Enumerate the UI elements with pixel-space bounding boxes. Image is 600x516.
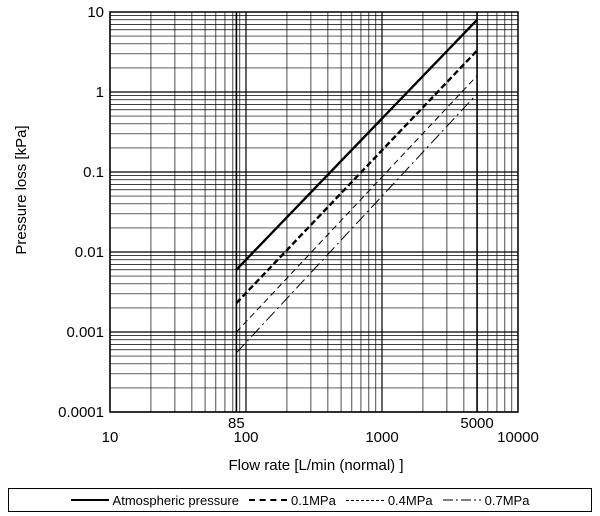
y-tick-label: 10	[87, 4, 104, 21]
legend-swatch-solid	[70, 499, 109, 501]
x-annotation-label: 85	[228, 415, 245, 432]
legend-item-0-7mpa: 0.7MPa	[442, 492, 530, 508]
pressure-loss-chart: 10 100 1000 10000 10 1 0.1 0.01 0.001 0.0001 85 500…	[13, 4, 539, 474]
y-axis-label: Pressure loss [kPa]	[13, 125, 30, 254]
grid	[109, 12, 518, 413]
series-lines	[235, 18, 478, 354]
legend-label: 0.1MPa	[291, 492, 336, 508]
legend: Atmospheric pressure 0.1MPa 0.4MPa 0.7MP…	[8, 488, 592, 512]
legend-item-atmospheric: Atmospheric pressure	[70, 492, 239, 508]
series-line	[235, 18, 478, 271]
legend-label: 0.7MPa	[484, 492, 530, 508]
x-tick-label: 10	[102, 429, 119, 446]
y-tick-label: 0.0001	[58, 404, 104, 421]
y-tick-label: 0.001	[66, 324, 104, 341]
plot-frame	[109, 11, 519, 413]
x-tick-label: 10000	[497, 429, 539, 446]
legend-label: Atmospheric pressure	[112, 492, 239, 508]
x-annotation-label: 5000	[460, 415, 493, 432]
series-line	[236, 93, 478, 354]
x-axis-label: Flow rate [L/min (normal) ]	[228, 457, 403, 474]
x-tick-label: 1000	[365, 429, 398, 446]
legend-swatch-dashed-bold	[249, 499, 287, 501]
y-tick-label: 1	[96, 84, 104, 101]
legend-item-0-4mpa: 0.4MPa	[345, 492, 433, 508]
legend-label: 0.4MPa	[387, 492, 433, 508]
x-tick-label: 100	[233, 429, 258, 446]
y-tick-label: 0.1	[83, 164, 104, 181]
y-tick-label: 0.01	[75, 244, 104, 261]
legend-swatch-dash-dot	[442, 499, 481, 501]
legend-swatch-dashed-thin	[345, 499, 384, 501]
legend-item-0-1mpa: 0.1MPa	[249, 493, 336, 508]
series-line	[236, 75, 478, 333]
tick-labels: 10 100 1000 10000 10 1 0.1 0.01 0.001 0.0001 85 500…	[58, 4, 539, 446]
series-line	[235, 49, 478, 304]
